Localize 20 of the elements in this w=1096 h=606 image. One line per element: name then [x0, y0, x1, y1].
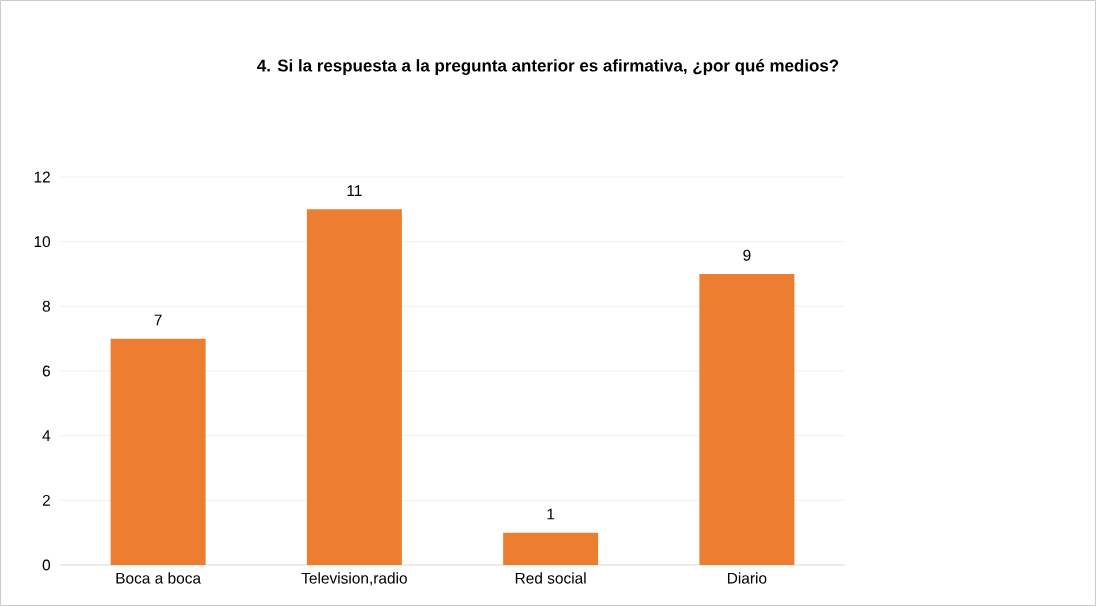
- data-label: 7: [154, 314, 162, 326]
- bar: [110, 338, 206, 565]
- y-tick-label: 6: [42, 365, 50, 377]
- data-label: 1: [547, 508, 555, 520]
- y-tick-label: 10: [34, 236, 51, 248]
- x-tick-label: Boca a boca: [116, 572, 202, 584]
- chart-title: 4. Si la respuesta a la pregunta anterior es afirmativa, ¿por qué medios?: [257, 58, 839, 75]
- x-tick-label: Red social: [515, 572, 586, 584]
- y-tick-label: 8: [42, 300, 50, 312]
- data-label: 9: [743, 249, 751, 261]
- bar: [503, 532, 599, 565]
- y-tick-label: 4: [42, 430, 51, 441]
- bar: [699, 273, 795, 565]
- bar: [306, 209, 402, 565]
- x-tick-label: Television,radio: [301, 572, 407, 586]
- x-tick-label: Diario: [727, 572, 767, 584]
- data-label: 11: [347, 185, 362, 196]
- y-tick-label: 2: [42, 494, 50, 506]
- y-tick-label: 0: [42, 559, 51, 571]
- y-tick-label: 12: [34, 171, 50, 183]
